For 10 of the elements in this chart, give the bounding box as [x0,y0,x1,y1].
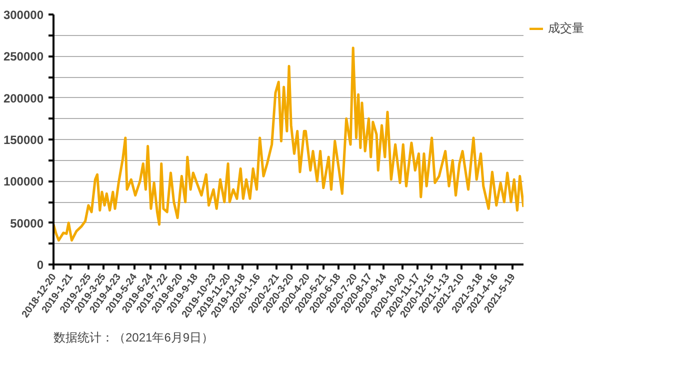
text: 数据统计：（2021年6月9日） [54,330,214,344]
y-tick-label: 200000 [3,91,44,106]
line-series [54,46,524,242]
y-tick-label: 250000 [3,50,44,64]
y-tick-label: 50000 [10,216,44,230]
y-tick-label: 300000 [3,8,44,22]
y-tick-label: 150000 [3,133,44,147]
legend-label: 成交量 [548,20,584,37]
y-tick-label: 100000 [3,174,44,189]
y-tick-label: 0 [36,258,44,272]
